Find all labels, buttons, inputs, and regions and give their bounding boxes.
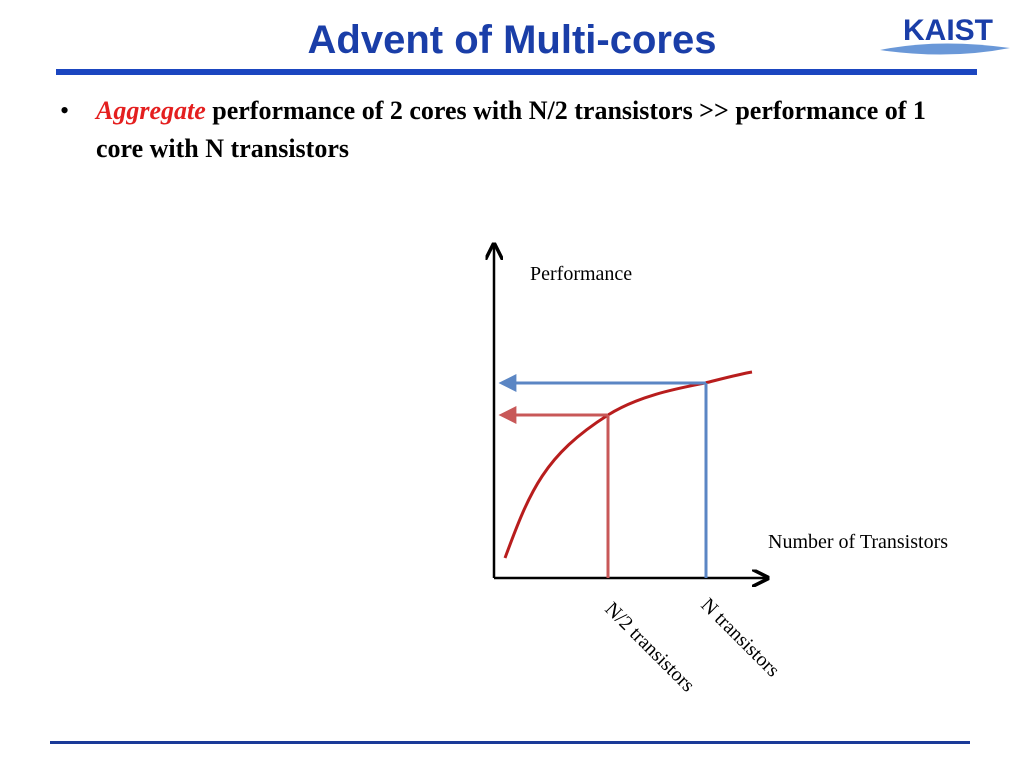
full-transistors-label: N transistors	[696, 594, 784, 682]
logo-text: KAIST	[903, 14, 993, 47]
half-transistors-label: N/2 transistors	[600, 598, 699, 697]
bullet-emphasis: Aggregate	[96, 96, 206, 125]
bullet-text: Aggregate performance of 2 cores with N/…	[96, 92, 956, 168]
kaist-logo: KAIST	[880, 14, 1010, 55]
slide-title: Advent of Multi-cores	[307, 18, 717, 62]
footer-divider	[50, 741, 970, 744]
performance-curve	[503, 370, 753, 559]
x-axis-label: Number of Transistors	[768, 531, 948, 553]
logo-swoosh	[880, 43, 1010, 55]
y-axis-label: Performance	[530, 263, 632, 285]
bullet-icon: •	[60, 96, 70, 125]
header-divider	[56, 69, 977, 75]
bullet-body: performance of 2 cores with N/2 transist…	[96, 96, 926, 163]
